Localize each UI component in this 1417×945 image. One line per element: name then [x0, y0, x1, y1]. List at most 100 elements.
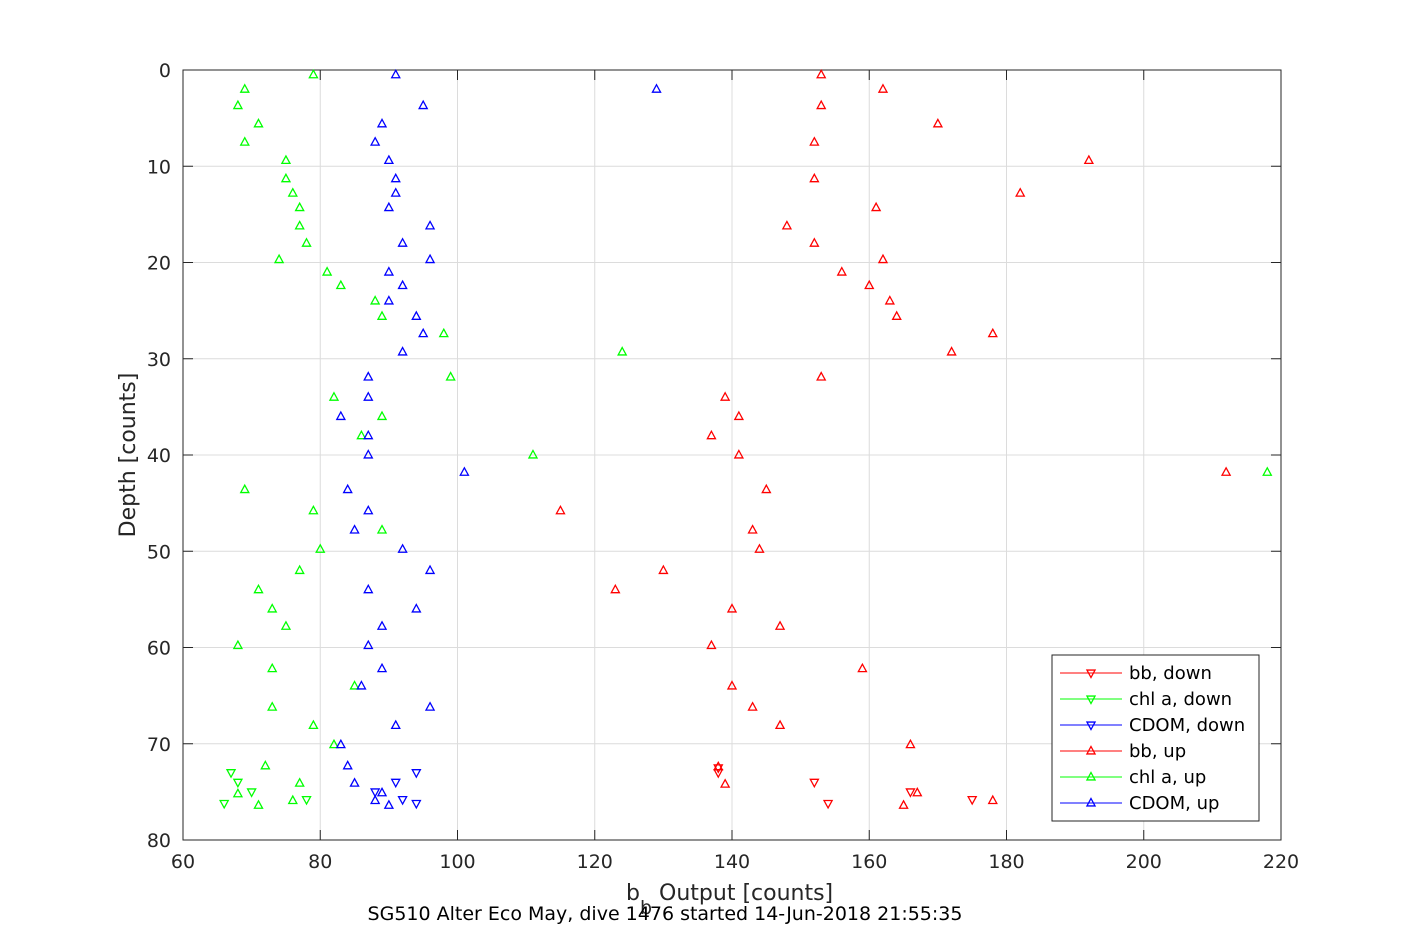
data-point — [301, 796, 312, 806]
legend-marker — [1085, 669, 1097, 679]
data-point — [411, 769, 422, 779]
legend-entry: chl a, up — [1060, 767, 1206, 788]
data-point — [706, 429, 717, 440]
data-point — [342, 483, 353, 494]
data-point — [376, 620, 388, 630]
legend-box — [1051, 654, 1260, 822]
data-point — [747, 524, 758, 534]
data-point — [527, 449, 539, 459]
data-point — [411, 310, 422, 320]
legend-label: chl a, down — [1129, 689, 1232, 710]
data-point — [376, 410, 388, 421]
data-point — [294, 220, 305, 230]
data-point — [232, 99, 244, 110]
data-point — [294, 777, 305, 787]
data-point — [411, 799, 422, 810]
data-point — [1262, 466, 1273, 476]
x-axis-label-subscript: b — [640, 897, 652, 919]
data-point — [891, 310, 902, 320]
data-point — [232, 787, 244, 798]
data-point — [335, 279, 346, 290]
data-point — [397, 346, 408, 356]
data-point — [719, 391, 731, 401]
data-point — [267, 701, 278, 711]
y-tick-label: 40 — [147, 445, 171, 467]
x-axis-label-rest: Output [counts] — [652, 881, 833, 906]
data-point — [225, 769, 237, 779]
data-point — [363, 371, 374, 381]
x-tick-label: 200 — [1126, 851, 1162, 873]
x-tick-label: 220 — [1263, 851, 1299, 873]
data-point — [239, 136, 250, 146]
data-point — [987, 794, 998, 805]
data-point — [774, 719, 786, 730]
y-tick-label: 80 — [147, 830, 171, 852]
data-point — [363, 391, 374, 401]
data-point — [459, 466, 470, 476]
data-point — [761, 483, 772, 494]
data-point — [713, 760, 724, 771]
legend-marker — [1085, 797, 1097, 807]
data-point — [370, 794, 381, 805]
x-axis-label-main: b — [626, 881, 640, 906]
data-point — [946, 346, 957, 356]
data-point — [905, 788, 916, 798]
data-point — [370, 788, 381, 798]
data-point — [328, 391, 340, 401]
data-point — [754, 543, 765, 553]
data-point — [658, 564, 669, 575]
x-tick-label: 120 — [577, 851, 613, 873]
data-point — [383, 295, 395, 305]
data-point — [370, 295, 381, 305]
data-point — [308, 719, 319, 730]
legend-label: CDOM, up — [1129, 793, 1219, 814]
x-tick-label: 80 — [308, 851, 332, 873]
dive-caption: SG510 Alter Eco May, dive 1476 started 1… — [367, 903, 963, 925]
data-point — [555, 504, 566, 515]
data-point — [898, 799, 909, 809]
data-point — [610, 583, 621, 594]
legend-label: chl a, up — [1129, 767, 1206, 788]
data-point — [376, 118, 388, 128]
data-point — [397, 237, 408, 247]
data-point — [397, 796, 408, 806]
data-point — [733, 449, 745, 459]
x-tick-label: 160 — [851, 851, 887, 873]
data-point — [239, 483, 250, 494]
grid-lines — [183, 70, 1281, 840]
data-point — [411, 603, 422, 613]
data-point — [287, 794, 298, 805]
data-point — [390, 68, 401, 79]
data-point — [816, 68, 827, 79]
x-axis-label: bb Output [counts] — [626, 881, 833, 919]
data-point — [617, 346, 628, 356]
data-point — [418, 327, 429, 338]
data-point — [308, 68, 319, 79]
data-point — [857, 662, 868, 673]
data-point — [376, 524, 388, 534]
legend-marker — [1085, 695, 1097, 705]
data-point — [424, 253, 436, 264]
data-point — [877, 253, 889, 264]
data-point — [308, 504, 319, 515]
legend-entry: bb, down — [1060, 663, 1212, 684]
data-point — [397, 543, 408, 553]
data-point — [390, 187, 401, 197]
data-point — [418, 99, 429, 110]
data-point — [397, 279, 408, 290]
legend-marker — [1085, 745, 1097, 755]
data-point — [376, 786, 388, 797]
data-point — [884, 295, 895, 305]
data-point — [1220, 466, 1232, 476]
data-point — [967, 796, 978, 806]
data-point — [349, 680, 360, 690]
data-point — [932, 118, 944, 128]
data-point — [363, 504, 374, 515]
data-point — [822, 799, 834, 810]
data-point — [267, 603, 278, 613]
data-point — [294, 564, 305, 575]
data-point — [438, 327, 449, 338]
data-point — [706, 639, 717, 650]
data-point — [321, 266, 333, 276]
data-point — [280, 172, 292, 183]
